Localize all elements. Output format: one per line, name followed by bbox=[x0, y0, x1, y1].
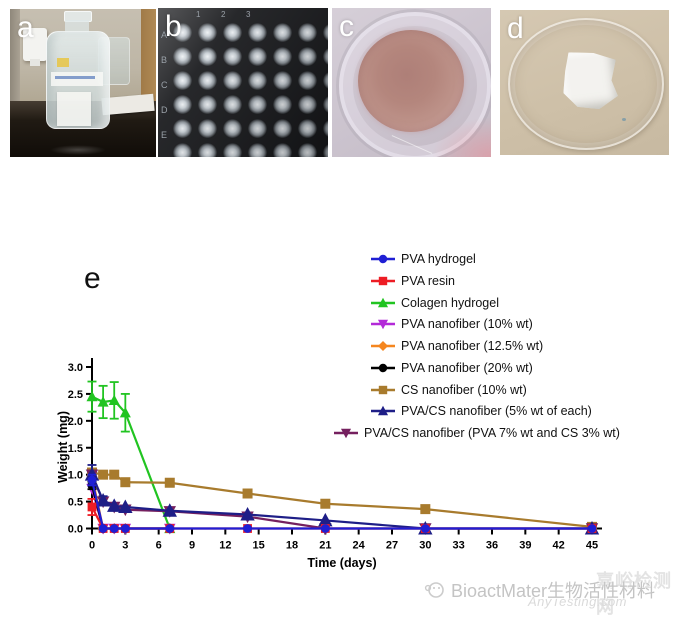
photo-culture-well-gel: c bbox=[332, 8, 491, 157]
photo-a-background-shelf bbox=[10, 9, 20, 105]
bottle-inner-label bbox=[57, 92, 91, 126]
legend-circle-icon bbox=[371, 254, 395, 264]
svg-text:0: 0 bbox=[89, 540, 95, 552]
legend-label: PVA/CS nanofiber (5% wt of each) bbox=[401, 404, 592, 419]
panel-e-label: e bbox=[84, 262, 101, 295]
legend-triangle-down-icon bbox=[371, 320, 395, 330]
svg-text:42: 42 bbox=[553, 540, 565, 552]
watermark-site-chinese: 嘉峪检测网 bbox=[596, 571, 672, 617]
bottle-label bbox=[51, 72, 103, 86]
photo-well-plate: A B C D E 1 2 3 b bbox=[158, 8, 328, 157]
legend-item-9: PVA/CS nanofiber (PVA 7% wt and CS 3% wt… bbox=[334, 425, 620, 441]
legend-square-icon bbox=[371, 385, 395, 394]
legend-triangle-icon bbox=[371, 406, 395, 416]
legend-item-1: PVA hydrogel bbox=[371, 251, 476, 267]
legend-item-6: PVA nanofiber (20% wt) bbox=[371, 360, 533, 376]
svg-text:33: 33 bbox=[453, 540, 465, 552]
svg-text:3: 3 bbox=[122, 540, 128, 552]
svg-text:18: 18 bbox=[286, 540, 298, 552]
legend-item-5: PVA nanofiber (12.5% wt) bbox=[371, 338, 543, 354]
svg-text:2.0: 2.0 bbox=[68, 416, 83, 428]
photo-lab-bottle: a bbox=[10, 9, 156, 157]
legend-label: CS nanofiber (10% wt) bbox=[401, 382, 527, 397]
legend-label: PVA nanofiber (20% wt) bbox=[401, 360, 533, 375]
legend-item-8: PVA/CS nanofiber (5% wt of each) bbox=[371, 403, 592, 419]
legend-label: PVA nanofiber (10% wt) bbox=[401, 317, 533, 332]
legend-diamond-icon bbox=[371, 340, 395, 352]
svg-text:39: 39 bbox=[519, 540, 531, 552]
watermark-site-english: AnyTesting.com bbox=[528, 594, 628, 609]
chart-x-axis-title: Time (days) bbox=[307, 556, 377, 570]
legend-label: PVA hydrogel bbox=[401, 252, 476, 266]
svg-text:6: 6 bbox=[156, 540, 162, 552]
svg-text:27: 27 bbox=[386, 540, 398, 552]
photo-a-wood-panel bbox=[141, 9, 156, 111]
panel-a-label: a bbox=[17, 11, 34, 44]
watermark-brand-text: BioactMater生物活性材料 bbox=[451, 581, 656, 601]
bioactmater-logo-icon bbox=[424, 582, 444, 598]
legend-triangle-down-icon bbox=[334, 428, 358, 439]
svg-text:1.0: 1.0 bbox=[68, 470, 83, 482]
chart-y-axis-title: Weight (mg) bbox=[56, 411, 70, 483]
svg-text:15: 15 bbox=[253, 540, 265, 552]
svg-text:36: 36 bbox=[486, 540, 498, 552]
legend-square-icon bbox=[371, 276, 395, 285]
photo-d-speck bbox=[622, 118, 626, 121]
legend-triangle-icon bbox=[371, 297, 395, 307]
panel-d-label: d bbox=[507, 12, 524, 45]
legend-label: PVA resin bbox=[401, 273, 455, 288]
svg-text:2.5: 2.5 bbox=[68, 389, 83, 401]
bottle-neck bbox=[65, 20, 89, 33]
legend-item-4: PVA nanofiber (10% wt) bbox=[371, 316, 533, 332]
svg-text:45: 45 bbox=[586, 540, 598, 552]
svg-text:24: 24 bbox=[353, 540, 366, 552]
legend-label: PVA/CS nanofiber (PVA 7% wt and CS 3% wt… bbox=[364, 426, 620, 440]
panel-b-label: b bbox=[165, 10, 182, 43]
photo-a-wall-dispenser bbox=[23, 28, 47, 66]
svg-text:21: 21 bbox=[319, 540, 331, 552]
legend-item-2: PVA resin bbox=[371, 273, 455, 289]
well-plate-row-label: A bbox=[161, 30, 168, 40]
svg-text:12: 12 bbox=[219, 540, 231, 552]
pink-hydrogel-disc bbox=[358, 30, 464, 132]
well-plate-col-label: 2 bbox=[221, 10, 226, 19]
well-plate-row-label: B bbox=[161, 55, 168, 65]
bottle-sticker bbox=[57, 58, 69, 67]
well-plate-sheen bbox=[158, 8, 328, 157]
svg-text:1.5: 1.5 bbox=[68, 443, 83, 455]
legend-label: Colagen hydrogel bbox=[401, 295, 499, 310]
culture-well-rim bbox=[339, 12, 491, 157]
legend-label: PVA nanofiber (12.5% wt) bbox=[401, 339, 544, 353]
svg-text:9: 9 bbox=[189, 540, 195, 552]
well-plate-row-label: D bbox=[161, 105, 168, 115]
weight-chart: 0.00.51.01.52.02.53.00 3 6 9 12 15 18 21 24 27 30 3… bbox=[68, 358, 602, 552]
photo-petri-dish-nanofiber: d bbox=[500, 10, 669, 155]
bottle-reflection bbox=[50, 145, 106, 155]
well-plate-row-label: E bbox=[161, 130, 168, 140]
watermark-brand: BioactMater生物活性材料 bbox=[424, 577, 655, 603]
legend-item-7: CS nanofiber (10% wt) bbox=[371, 382, 527, 398]
svg-text:3.0: 3.0 bbox=[68, 362, 83, 374]
panel-c-label: c bbox=[339, 10, 354, 43]
legend-circle-icon bbox=[371, 363, 395, 372]
well-plate-col-label: 1 bbox=[196, 10, 201, 19]
svg-text:30: 30 bbox=[419, 540, 431, 552]
svg-text:0.5: 0.5 bbox=[68, 497, 83, 509]
glass-bottle bbox=[46, 11, 110, 129]
well-plate-row-label: C bbox=[161, 80, 168, 90]
well-plate-wells bbox=[168, 18, 328, 157]
well-plate-col-label: 3 bbox=[246, 10, 251, 19]
legend-item-3: Colagen hydrogel bbox=[371, 295, 499, 311]
svg-text:0.0: 0.0 bbox=[68, 524, 83, 536]
bottle-body bbox=[46, 31, 110, 129]
petri-dish bbox=[508, 18, 664, 150]
photo-c-pink-glow bbox=[431, 117, 491, 157]
